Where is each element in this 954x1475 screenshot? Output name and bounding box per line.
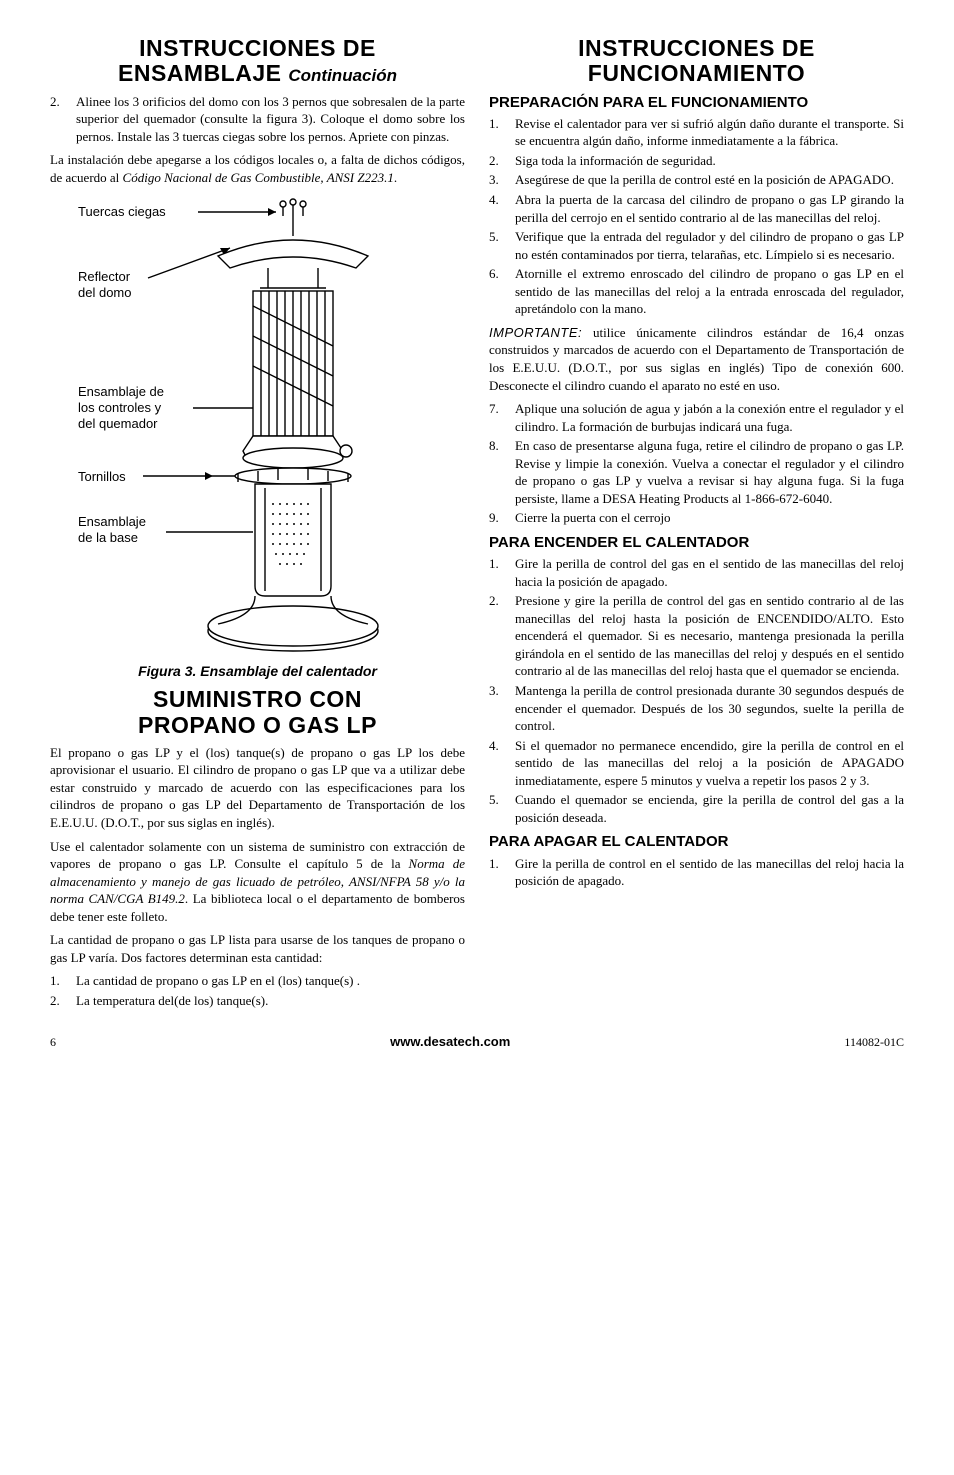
paragraph: El propano o gas LP y el (los) tanque(s)… (50, 744, 465, 832)
heading-funcionamiento: INSTRUCCIONES DE FUNCIONAMIENTO (489, 36, 904, 87)
subheading-preparacion: PREPARACIÓN PARA EL FUNCIONAMIENTO (489, 93, 904, 113)
label-ensamblaje-controles: Ensamblaje de (78, 384, 164, 399)
left-column: INSTRUCCIONES DE ENSAMBLAJE Continuación… (50, 36, 465, 1015)
label-reflector: Reflector (78, 269, 131, 284)
subheading-apagar: PARA APAGAR EL CALENTADOR (489, 832, 904, 852)
svg-text:los controles y: los controles y (78, 400, 162, 415)
list-item: 5.Verifique que la entrada del regulador… (489, 228, 904, 263)
label-ensamblaje-base: Ensamblaje (78, 514, 146, 529)
paragraph-importante: IMPORTANTE: utilice únicamente cilindros… (489, 324, 904, 394)
paragraph: La cantidad de propano o gas LP lista pa… (50, 931, 465, 966)
subheading-encender: PARA ENCENDER EL CALENTADOR (489, 533, 904, 553)
footer-code: 114082-01C (844, 1034, 904, 1050)
list-item: 3.Asegúrese de que la perilla de control… (489, 171, 904, 189)
footer: 6 www.desatech.com 114082-01C (50, 1033, 904, 1051)
list-item: 1.La cantidad de propano o gas LP en el … (50, 972, 465, 990)
figure-caption: Figura 3. Ensamblaje del calentador (50, 662, 465, 681)
svg-text:del domo: del domo (78, 285, 131, 300)
list-item: 1.Gire la perilla de control del gas en … (489, 555, 904, 590)
label-tuercas: Tuercas ciegas (78, 204, 166, 219)
list-item: 6.Atornille el extremo enroscado del cil… (489, 265, 904, 318)
heading-ensamblaje: INSTRUCCIONES DE ENSAMBLAJE Continuación (50, 36, 465, 87)
paragraph: Use el calentador solamente con un siste… (50, 838, 465, 926)
list-factors: 1.La cantidad de propano o gas LP en el … (50, 972, 465, 1009)
list-item: 3.Mantenga la perilla de control presion… (489, 682, 904, 735)
heading-suministro: SUMINISTRO CON PROPANO O GAS LP (50, 687, 465, 738)
svg-text:de la base: de la base (78, 530, 138, 545)
page-number: 6 (50, 1034, 56, 1050)
label-tornillos: Tornillos (78, 469, 126, 484)
list-apagar: 1.Gire la perilla de control en el senti… (489, 855, 904, 890)
list-ensamblaje: 2.Alinee los 3 orificios del domo con lo… (50, 93, 465, 146)
list-item: 5.Cuando el quemador se encienda, gire l… (489, 791, 904, 826)
paragraph: La instalación debe apegarse a los códig… (50, 151, 465, 186)
right-column: INSTRUCCIONES DE FUNCIONAMIENTO PREPARAC… (489, 36, 904, 1015)
list-item: 2.La temperatura del(de los) tanque(s). (50, 992, 465, 1010)
list-item: 2.Siga toda la información de seguridad. (489, 152, 904, 170)
list-preparacion-cont: 7.Aplique una solución de agua y jabón a… (489, 400, 904, 527)
list-item: 2.Alinee los 3 orificios del domo con lo… (50, 93, 465, 146)
list-item: 8.En caso de presentarse alguna fuga, re… (489, 437, 904, 507)
list-preparacion: 1.Revise el calentador para ver si sufri… (489, 115, 904, 318)
list-item: 2.Presione y gire la perilla de control … (489, 592, 904, 680)
list-item: 9.Cierre la puerta con el cerrojo (489, 509, 904, 527)
list-encender: 1.Gire la perilla de control del gas en … (489, 555, 904, 826)
list-item: 1.Revise el calentador para ver si sufri… (489, 115, 904, 150)
svg-text:del quemador: del quemador (78, 416, 158, 431)
list-item: 4.Abra la puerta de la carcasa del cilin… (489, 191, 904, 226)
list-item: 4.Si el quemador no permanece encendido,… (489, 737, 904, 790)
list-item: 7.Aplique una solución de agua y jabón a… (489, 400, 904, 435)
footer-url: www.desatech.com (390, 1033, 510, 1051)
figure-3: Tuercas ciegas Reflector del domo Ensamb… (50, 196, 465, 656)
list-item: 1.Gire la perilla de control en el senti… (489, 855, 904, 890)
